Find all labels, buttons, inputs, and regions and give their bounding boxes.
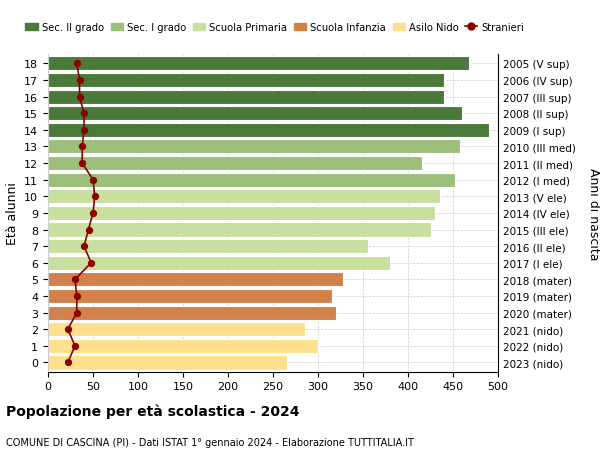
Bar: [48, 273, 343, 287]
Point: [84, 226, 94, 234]
Bar: [48, 289, 331, 303]
Bar: [48, 157, 421, 171]
Point: [72, 309, 82, 317]
Point: [77, 160, 87, 168]
Bar: [48, 190, 439, 204]
Point: [88, 177, 98, 184]
Point: [70, 342, 80, 350]
Point: [74, 94, 84, 101]
Point: [90, 193, 100, 201]
Point: [77, 143, 87, 151]
Bar: [48, 339, 318, 353]
Point: [63, 359, 73, 366]
Point: [74, 77, 84, 84]
Text: COMUNE DI CASCINA (PI) - Dati ISTAT 1° gennaio 2024 - Elaborazione TUTTITALIA.IT: COMUNE DI CASCINA (PI) - Dati ISTAT 1° g…: [6, 437, 414, 447]
Point: [70, 276, 80, 284]
Bar: [48, 140, 460, 154]
Bar: [48, 74, 444, 88]
Y-axis label: Età alunni: Età alunni: [5, 182, 19, 245]
Y-axis label: Anni di nascita: Anni di nascita: [587, 167, 600, 260]
Bar: [48, 240, 367, 254]
Point: [79, 243, 89, 250]
Text: Popolazione per età scolastica - 2024: Popolazione per età scolastica - 2024: [6, 404, 299, 419]
Point: [79, 127, 89, 134]
Point: [79, 110, 89, 118]
Bar: [48, 306, 336, 320]
Bar: [48, 356, 287, 369]
Bar: [48, 107, 462, 121]
Point: [72, 293, 82, 300]
Bar: [48, 223, 431, 237]
Legend: Sec. II grado, Sec. I grado, Scuola Primaria, Scuola Infanzia, Asilo Nido, Stran: Sec. II grado, Sec. I grado, Scuola Prim…: [22, 19, 528, 37]
Bar: [48, 123, 489, 138]
Point: [72, 61, 82, 68]
Bar: [48, 57, 469, 71]
Bar: [48, 323, 305, 336]
Point: [88, 210, 98, 217]
Bar: [48, 173, 455, 187]
Point: [86, 259, 96, 267]
Bar: [48, 90, 444, 104]
Bar: [48, 256, 390, 270]
Bar: [48, 207, 435, 220]
Point: [63, 326, 73, 333]
